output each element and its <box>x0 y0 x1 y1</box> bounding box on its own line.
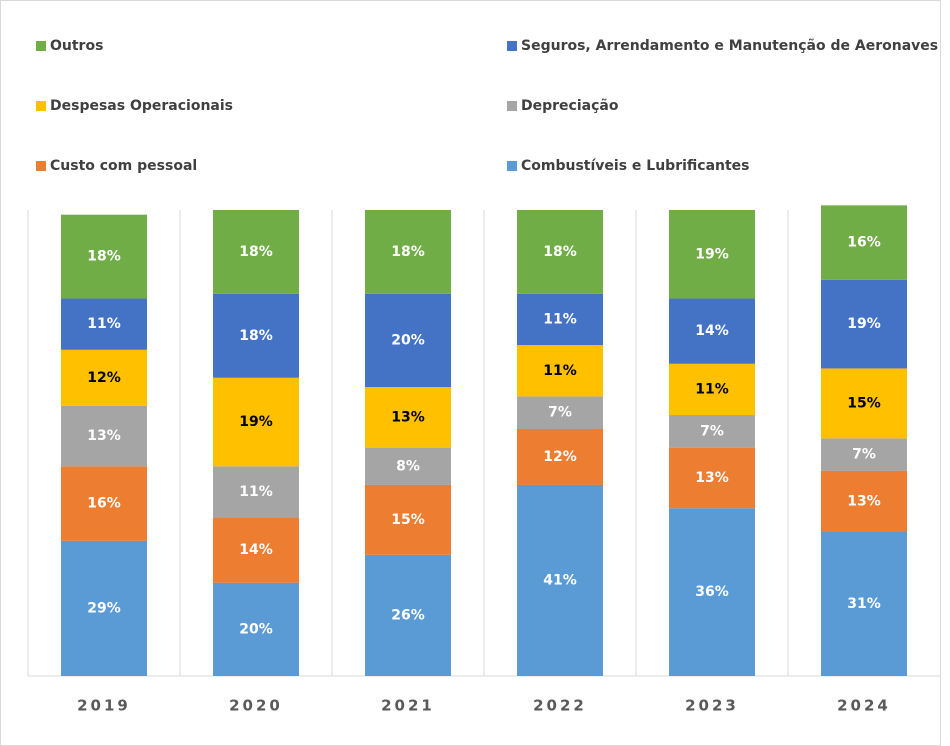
value-label: 18% <box>239 328 273 344</box>
bar-segment <box>517 484 603 676</box>
value-label: 11% <box>543 363 577 379</box>
value-label: 13% <box>695 470 729 486</box>
bar-segment <box>213 517 299 583</box>
value-label: 36% <box>695 584 729 600</box>
bar-segment <box>517 429 603 485</box>
value-label: 20% <box>391 332 425 348</box>
value-label: 19% <box>695 246 729 262</box>
x-tick-label: 2021 <box>381 697 435 715</box>
bar-segment <box>365 484 451 555</box>
bar-segment <box>61 298 147 350</box>
x-tick-label: 2023 <box>685 697 739 715</box>
value-label: 16% <box>87 496 121 512</box>
value-label: 11% <box>543 312 577 328</box>
bar-segment <box>669 298 755 364</box>
value-label: 11% <box>239 484 273 500</box>
bar-segment <box>61 405 147 467</box>
value-label: 19% <box>239 414 273 430</box>
bar-segment <box>669 447 755 509</box>
bar-segment <box>365 210 451 294</box>
value-label: 13% <box>87 428 121 444</box>
bar-segment <box>61 466 147 541</box>
bar-segment <box>61 349 147 406</box>
bar-segment <box>517 293 603 346</box>
value-label: 12% <box>87 370 121 386</box>
value-label: 13% <box>391 409 425 425</box>
value-label: 16% <box>847 235 881 251</box>
value-label: 8% <box>396 458 420 474</box>
bar-segment <box>213 466 299 518</box>
legend-label: Outros <box>50 38 103 54</box>
legend-swatch <box>36 161 46 171</box>
legend-label: Combustíveis e Lubrificantes <box>521 158 750 174</box>
value-label: 20% <box>239 621 273 637</box>
bar-segment <box>821 531 907 676</box>
value-label: 15% <box>391 512 425 528</box>
bar-segment <box>365 447 451 485</box>
value-label: 18% <box>87 249 121 265</box>
legend-label: Despesas Operacionais <box>50 98 233 114</box>
bar-segment <box>669 508 755 676</box>
x-tick-label: 2022 <box>533 697 587 715</box>
bar-segment <box>669 415 755 448</box>
value-label: 7% <box>548 405 572 421</box>
legend-label: Custo com pessoal <box>50 158 197 174</box>
bar-segment <box>821 438 907 471</box>
value-label: 14% <box>695 323 729 339</box>
bar-segment <box>365 387 451 448</box>
bar-segment <box>821 205 907 280</box>
bar-segment <box>365 293 451 388</box>
x-tick-label: 2020 <box>229 697 283 715</box>
bar-segment <box>517 345 603 397</box>
bar-segment <box>517 396 603 430</box>
bar-segment <box>821 470 907 532</box>
value-label: 31% <box>847 596 881 612</box>
value-label: 11% <box>87 316 121 332</box>
legend-swatch <box>507 41 517 51</box>
bar-segment <box>213 377 299 467</box>
value-label: 18% <box>391 244 425 260</box>
bar-segment <box>669 210 755 299</box>
value-label: 18% <box>239 244 273 260</box>
bar-segment <box>61 540 147 676</box>
legend-swatch <box>36 41 46 51</box>
value-label: 26% <box>391 607 425 623</box>
legend-swatch <box>36 101 46 111</box>
value-label: 13% <box>847 493 881 509</box>
value-label: 18% <box>543 244 577 260</box>
bar-segment <box>61 214 147 299</box>
value-label: 7% <box>700 423 724 439</box>
legend-label: Depreciação <box>521 98 619 114</box>
bar-segment <box>517 210 603 294</box>
legend-label: Seguros, Arrendamento e Manutenção de Ae… <box>521 38 938 54</box>
bar-segment <box>669 363 755 416</box>
x-tick-label: 2024 <box>837 697 891 715</box>
value-label: 14% <box>239 542 273 558</box>
bar-segment <box>213 293 299 378</box>
bar-segment <box>821 368 907 439</box>
value-label: 19% <box>847 316 881 332</box>
legend-swatch <box>507 161 517 171</box>
bar-segment <box>821 279 907 369</box>
value-label: 29% <box>87 600 121 616</box>
value-label: 7% <box>852 447 876 463</box>
value-label: 12% <box>543 449 577 465</box>
value-label: 41% <box>543 572 577 588</box>
legend-swatch <box>507 101 517 111</box>
value-label: 15% <box>847 395 881 411</box>
x-tick-label: 2019 <box>77 697 131 715</box>
value-label: 11% <box>695 381 729 397</box>
bar-segment <box>213 582 299 676</box>
bar-segment <box>213 210 299 294</box>
bar-segment <box>365 554 451 676</box>
